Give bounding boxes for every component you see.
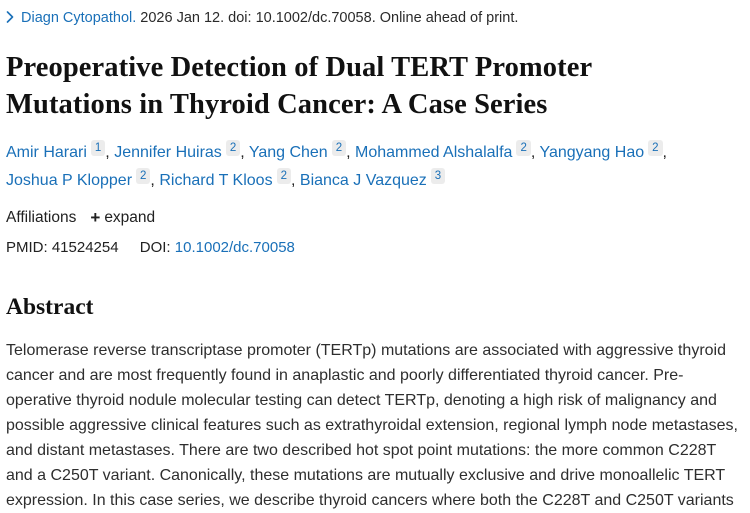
author-affiliation-sup[interactable]: 2 — [331, 140, 347, 156]
author-unit: Yangyang Hao 2, — [539, 140, 667, 161]
pmid-value: 41524254 — [51, 239, 119, 256]
author-affiliation-sup[interactable]: 2 — [225, 140, 241, 156]
author-unit: Yang Chen 2, — [248, 140, 351, 161]
author-link[interactable]: Joshua P Klopper — [6, 172, 133, 189]
doi-label: DOI: — [139, 239, 171, 256]
abstract-paragraph: Telomerase reverse transcriptase promote… — [6, 338, 743, 513]
author-affiliation-sup[interactable]: 2 — [516, 140, 531, 156]
citation-bar: Diagn Cytopathol. 2026 Jan 12. doi: 10.1… — [6, 9, 743, 28]
author-separator: , — [662, 144, 667, 161]
author-separator: , — [346, 144, 351, 161]
abstract-line: cancer and are most frequently found in … — [6, 367, 684, 384]
author-link[interactable]: Bianca J Vazquez — [299, 172, 427, 189]
author-unit: Bianca J Vazquez 3 — [299, 168, 446, 189]
author-unit: Jennifer Huiras 2, — [114, 140, 245, 161]
abstract-line: operative thyroid nodule molecular testi… — [6, 392, 717, 409]
chevron-right-icon — [6, 10, 14, 29]
affiliations-label: Affiliations — [6, 209, 77, 226]
affiliations-row: Affiliations + expand — [6, 207, 743, 228]
author-link[interactable]: Mohammed Alshalalfa — [355, 144, 513, 161]
author-separator: , — [290, 172, 296, 189]
journal-link[interactable]: Diagn Cytopathol. — [21, 10, 137, 26]
author-link[interactable]: Yangyang Hao — [539, 144, 645, 161]
identifiers-row: PMID: 41524254 DOI: 10.1002/dc.70058 — [6, 238, 743, 258]
expand-affiliations-button[interactable]: + expand — [90, 207, 155, 228]
abstract-line: and distant metastases. There are two de… — [6, 442, 717, 459]
author-unit: Richard T Kloos 2, — [159, 168, 296, 189]
plus-icon: + — [90, 208, 101, 227]
author-separator: , — [240, 144, 245, 161]
author-unit: Joshua P Klopper 2, — [6, 168, 155, 189]
author-separator: , — [530, 144, 536, 161]
abstract-line: expression. In this case series, we desc… — [6, 492, 734, 509]
abstract-line: possible aggressive clinical features su… — [6, 417, 738, 434]
author-unit: Mohammed Alshalalfa 2, — [355, 140, 536, 161]
abstract-heading: Abstract — [6, 294, 94, 320]
doi-link[interactable]: 10.1002/dc.70058 — [174, 239, 295, 256]
citation-text: 2026 Jan 12. doi: 10.1002/dc.70058. Onli… — [140, 10, 519, 26]
page-title: Preoperative Detection of Dual TERT Prom… — [6, 52, 592, 120]
author-affiliation-sup[interactable]: 2 — [648, 140, 663, 156]
author-link[interactable]: Yang Chen — [248, 144, 328, 161]
doi-group: DOI: 10.1002/dc.70058 — [140, 239, 295, 256]
author-affiliation-sup[interactable]: 2 — [276, 168, 291, 184]
author-link[interactable]: Amir Harari — [6, 144, 87, 161]
abstract-line: Telomerase reverse transcriptase promote… — [6, 342, 726, 359]
author-separator: , — [150, 172, 155, 189]
author-link[interactable]: Richard T Kloos — [159, 172, 273, 189]
author-separator: , — [105, 144, 110, 161]
author-affiliation-sup[interactable]: 3 — [430, 168, 446, 184]
expand-label: expand — [104, 209, 156, 226]
abstract-line: and a C250T variant. Canonically, these … — [6, 467, 726, 484]
author-link[interactable]: Jennifer Huiras — [114, 144, 222, 161]
author-affiliation-sup[interactable]: 2 — [136, 168, 151, 184]
pmid-label: PMID: — [6, 239, 48, 256]
authors-list: Amir Harari 1, Jennifer Huiras 2, Yang Che… — [6, 139, 743, 195]
author-affiliation-sup[interactable]: 1 — [90, 140, 106, 156]
author-unit: Amir Harari 1, — [6, 140, 110, 161]
